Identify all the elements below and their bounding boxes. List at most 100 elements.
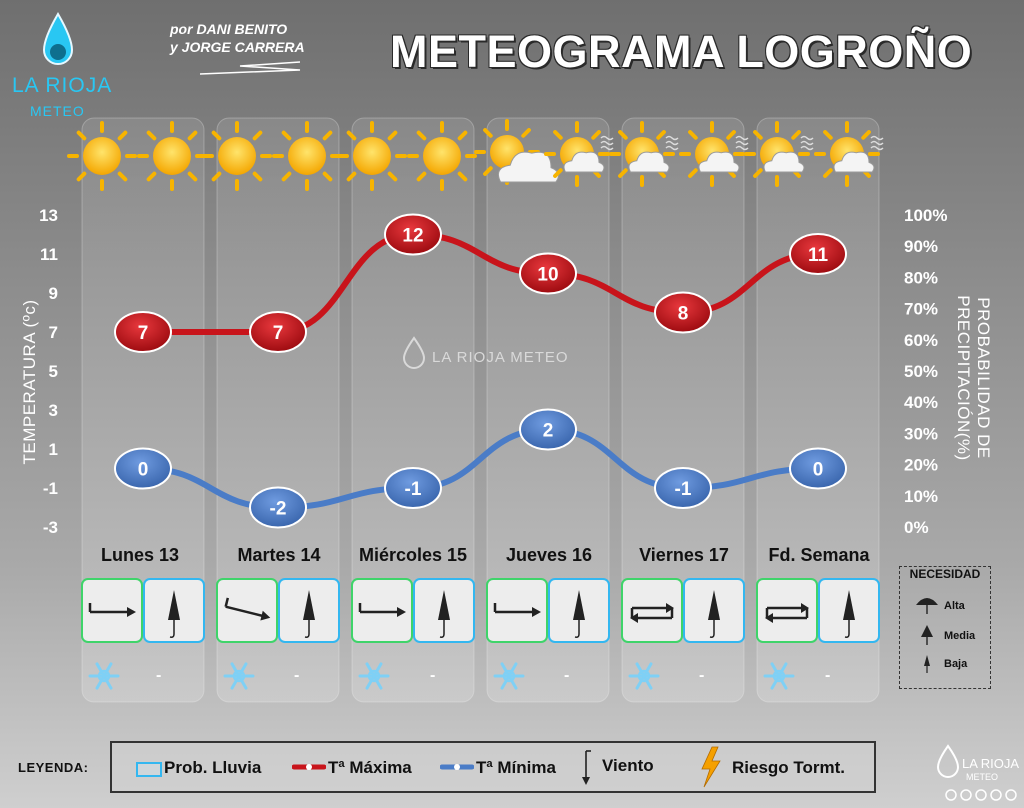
footer-brand-sub: METEO: [966, 772, 999, 782]
max-temp-label: 12: [402, 226, 423, 247]
rain-probability-box: [143, 578, 205, 643]
y-tick-label: 9: [49, 284, 58, 303]
max-temp-point: 11: [789, 233, 847, 275]
cloud-icon: [763, 151, 805, 173]
sun-icon: [272, 121, 342, 191]
umbrella-medium-icon: [573, 590, 585, 638]
need-legend-high: Alta: [944, 600, 965, 612]
min-temp-label: -1: [675, 479, 692, 500]
umbrella-medium-icon: [708, 590, 720, 638]
y-tick-label: 13: [39, 206, 58, 225]
legend-wind-icon: [582, 750, 591, 785]
storm-risk-viernes: -: [699, 667, 705, 684]
day-column: [81, 117, 205, 703]
need-legend-low: Baja: [944, 658, 968, 670]
umbrella-medium-icon: [921, 625, 933, 645]
facebook-icon[interactable]: [945, 789, 957, 801]
fog-icon: [665, 135, 679, 151]
y2-tick-label: 80%: [904, 268, 938, 287]
sun-icon: [337, 121, 407, 191]
snowflake-icon: [628, 662, 660, 690]
y2-tick-label: 10%: [904, 487, 938, 506]
day-column: [756, 117, 880, 703]
whatsapp-icon[interactable]: [1005, 789, 1017, 801]
legend-min-swatch: [440, 764, 474, 770]
cloud-icon: [563, 151, 605, 173]
umbrella-high-icon: [916, 598, 938, 614]
fog-icon: [600, 135, 614, 151]
min-temp-point: 0: [114, 447, 172, 490]
day-column: [621, 117, 745, 703]
sun-icon: [407, 121, 477, 191]
y-tick-label: 1: [49, 440, 58, 459]
y-axis-label-right: PROBABILIDAD DE PRECIPITACIÓN(%): [954, 295, 993, 461]
legend: Prob. Lluvia Tª Máxima Tª Mínima Viento …: [110, 741, 876, 793]
min-temp-label: 2: [543, 421, 554, 442]
snowflake-icon: [763, 662, 795, 690]
wind-variable-icon: [630, 603, 674, 623]
day-label-viernes: Viernes 17: [639, 545, 729, 565]
max-temp-point: 8: [654, 291, 712, 334]
y2-tick-label: 100%: [904, 206, 947, 225]
day-label-martes: Martes 14: [237, 545, 321, 565]
cloud-icon: [628, 151, 670, 173]
umbrella-medium-icon: [303, 590, 315, 638]
y2-tick-label: 0%: [904, 518, 929, 537]
y2-tick-label: 50%: [904, 362, 938, 381]
y2-tick-label: 60%: [904, 331, 938, 350]
drop-logo-icon: [42, 12, 74, 65]
wind-box: [351, 578, 413, 643]
day-column: [216, 117, 340, 703]
wind-box: [81, 578, 143, 643]
day-label-lunes: Lunes 13: [100, 545, 180, 565]
page-title: METEOGRAMA LOGROÑO: [390, 26, 973, 77]
watermark: LA RIOJA METEO: [432, 349, 569, 366]
fog-icon: [870, 135, 884, 151]
fog-icon: [800, 135, 814, 151]
wind-arrow-icon: [224, 597, 271, 621]
legend-title: LEYENDA:: [18, 760, 89, 775]
storm-risk-martes: -: [294, 667, 300, 684]
day-label-jueves: Jueves 16: [505, 545, 593, 565]
max-temp-label: 7: [273, 323, 284, 344]
wind-variable-icon: [765, 603, 809, 623]
footer-brand: LA RIOJA: [962, 756, 1020, 771]
cloud-icon: [833, 151, 875, 173]
min-temp-label: -1: [405, 479, 422, 500]
min-temp-point: -1: [654, 467, 712, 509]
y2-tick-label: 90%: [904, 237, 938, 256]
max-temp-point: 12: [384, 213, 442, 256]
y2-tick-label: 30%: [904, 424, 938, 443]
rain-probability-box: [278, 578, 340, 643]
legend-storm-label: Riesgo Tormt.: [732, 758, 846, 777]
wind-arrow-icon: [358, 603, 406, 617]
umbrella-medium-icon: [843, 590, 855, 638]
day-label-miercoles: Miércoles 15: [358, 545, 468, 565]
wind-arrow-icon: [493, 603, 541, 617]
sun-icon: [137, 121, 207, 191]
umbrella-low-icon: [924, 655, 930, 673]
min-temp-label: 0: [813, 460, 824, 481]
y-tick-label: 5: [49, 362, 58, 381]
brand-logo-subtext: METEO: [30, 103, 85, 119]
storm-risk-lunes: -: [156, 667, 162, 684]
y2-tick-label: 70%: [904, 300, 938, 319]
authors-line-2: y JORGE CARRERA: [170, 39, 305, 55]
rain-probability-box: [818, 578, 880, 643]
y-tick-label: -3: [43, 518, 58, 537]
wind-box: [621, 578, 683, 643]
sun-icon: [67, 121, 137, 191]
legend-lightning-icon: [701, 746, 721, 788]
legend-wind-label: Viento: [602, 756, 654, 775]
day-label-fin-semana: Fd. Semana: [768, 545, 870, 565]
rain-probability-box: [683, 578, 745, 643]
instagram-icon[interactable]: [975, 789, 987, 801]
legend-max-swatch: [292, 764, 326, 770]
max-temp-label: 7: [138, 323, 149, 344]
max-temp-label: 8: [678, 304, 689, 325]
storm-risk-fin-semana: -: [825, 667, 831, 684]
snowflake-icon: [358, 662, 390, 690]
telegram-icon[interactable]: [990, 789, 1002, 801]
x-icon[interactable]: [960, 789, 972, 801]
